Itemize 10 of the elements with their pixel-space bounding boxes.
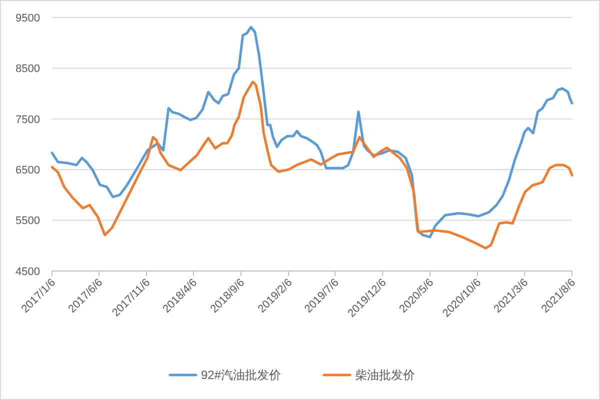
- y-tick-label: 4500: [16, 266, 40, 278]
- y-tick-label: 7500: [16, 114, 40, 126]
- y-tick-label: 5500: [16, 215, 40, 228]
- line-series: [50, 80, 574, 250]
- line-series: [50, 26, 574, 238]
- y-tick-label: 8500: [16, 63, 40, 76]
- y-tick-label: 9500: [16, 12, 40, 24]
- legend-label: 柴油批发价: [355, 368, 415, 382]
- y-tick-label: 6500: [16, 164, 40, 176]
- legend-label: 92#汽油批发价: [201, 368, 282, 382]
